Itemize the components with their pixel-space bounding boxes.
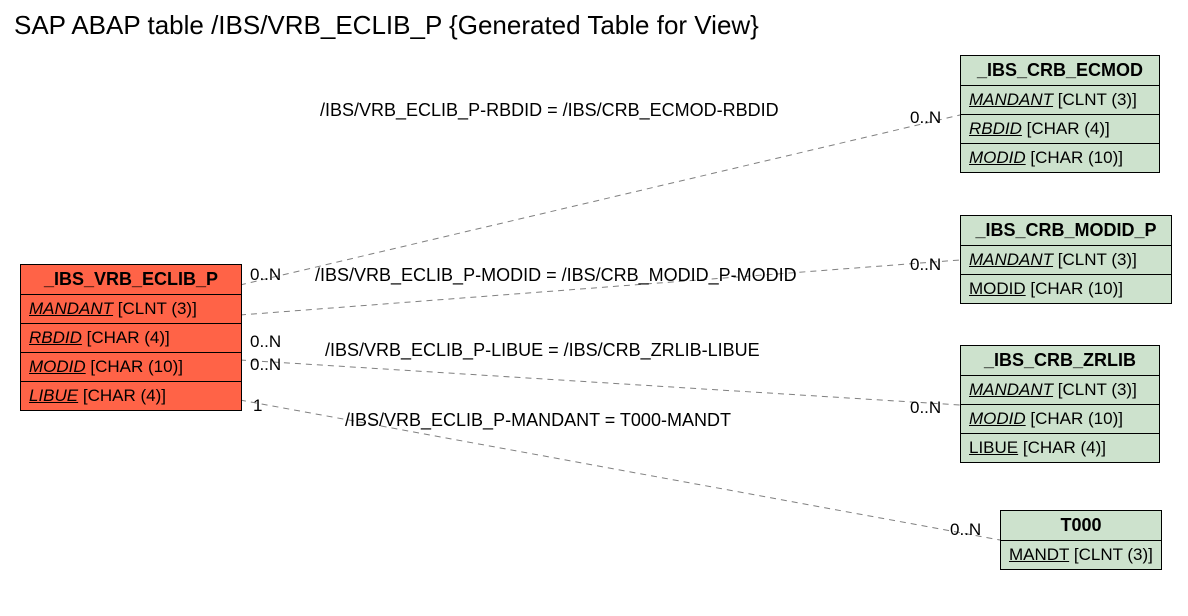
entity-field: RBDID [CHAR (4)] [21,324,241,353]
cardinality-right: 0..N [910,398,941,418]
entity-field: RBDID [CHAR (4)] [961,115,1159,144]
edge-label: /IBS/VRB_ECLIB_P-RBDID = /IBS/CRB_ECMOD-… [320,100,779,121]
entity-field: MODID [CHAR (10)] [21,353,241,382]
entity-field: MANDT [CLNT (3)] [1001,541,1161,569]
cardinality-right: 0..N [950,520,981,540]
entity-field: MANDANT [CLNT (3)] [961,86,1159,115]
entity-field: LIBUE [CHAR (4)] [21,382,241,410]
entity-header: _IBS_CRB_ECMOD [961,56,1159,86]
entity-field: MODID [CHAR (10)] [961,405,1159,434]
cardinality-left: 0..N [250,265,281,285]
entity-header: _IBS_CRB_ZRLIB [961,346,1159,376]
entity--ibs-crb-ecmod: _IBS_CRB_ECMODMANDANT [CLNT (3)]RBDID [C… [960,55,1160,173]
entity-header: _IBS_VRB_ECLIB_P [21,265,241,295]
cardinality-extra: 1 [253,396,262,416]
cardinality-right: 0..N [910,255,941,275]
entity-field: MODID [CHAR (10)] [961,144,1159,172]
entity--ibs-crb-zrlib: _IBS_CRB_ZRLIBMANDANT [CLNT (3)]MODID [C… [960,345,1160,463]
diagram-title: SAP ABAP table /IBS/VRB_ECLIB_P {Generat… [14,10,759,41]
entity-field: MANDANT [CLNT (3)] [961,376,1159,405]
entity-field: MODID [CHAR (10)] [961,275,1171,303]
edge-label: /IBS/VRB_ECLIB_P-LIBUE = /IBS/CRB_ZRLIB-… [325,340,760,361]
entity--ibs-vrb-eclib-p: _IBS_VRB_ECLIB_PMANDANT [CLNT (3)]RBDID … [20,264,242,411]
entity-header: T000 [1001,511,1161,541]
entity-field: MANDANT [CLNT (3)] [961,246,1171,275]
entity-header: _IBS_CRB_MODID_P [961,216,1171,246]
edge-label: /IBS/VRB_ECLIB_P-MODID = /IBS/CRB_MODID_… [315,265,797,286]
entity-field: MANDANT [CLNT (3)] [21,295,241,324]
entity--ibs-crb-modid-p: _IBS_CRB_MODID_PMANDANT [CLNT (3)]MODID … [960,215,1172,304]
cardinality-right: 0..N [910,108,941,128]
edge-label: /IBS/VRB_ECLIB_P-MANDANT = T000-MANDT [345,410,731,431]
cardinality-left: 0..N [250,332,281,352]
entity-t000: T000MANDT [CLNT (3)] [1000,510,1162,570]
cardinality-left: 0..N [250,355,281,375]
entity-field: LIBUE [CHAR (4)] [961,434,1159,462]
